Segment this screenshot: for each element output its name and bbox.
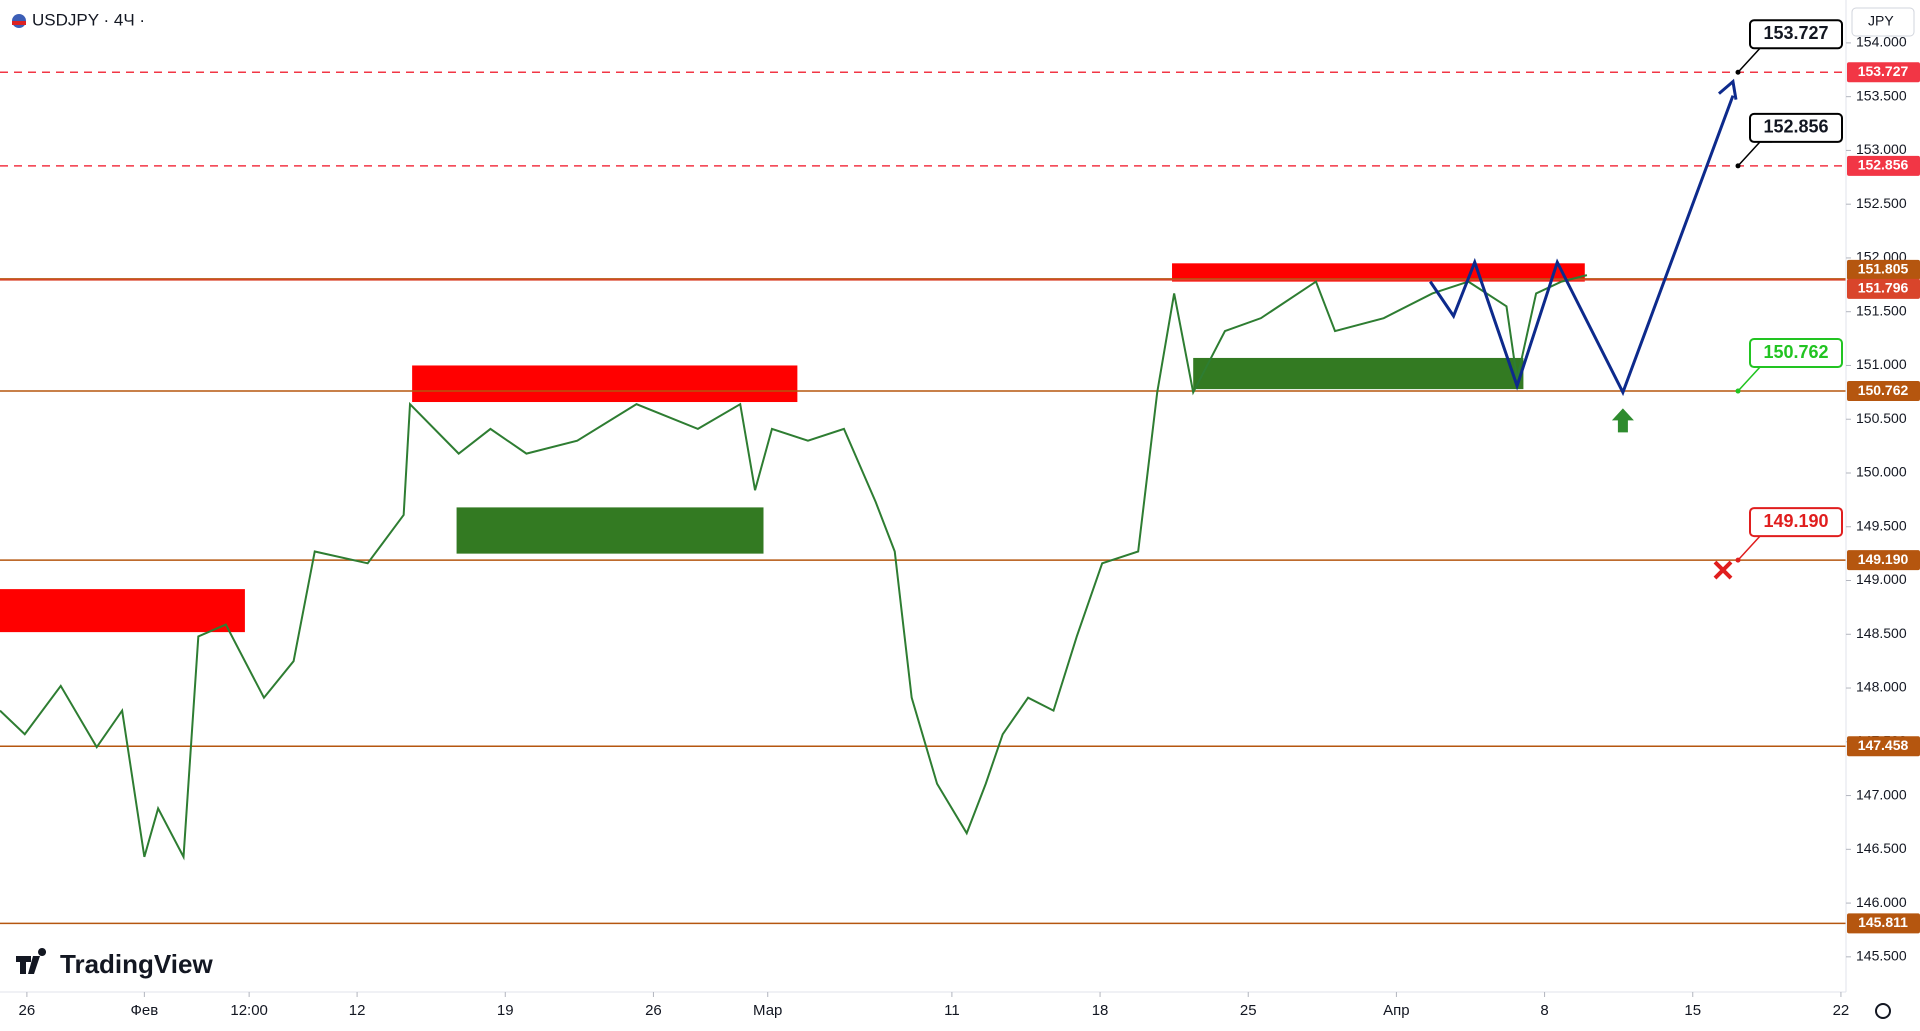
level-price-tag — [1847, 62, 1920, 83]
projection-path — [1429, 95, 1735, 397]
y-tick-label: 154.000 — [1856, 34, 1907, 50]
y-tick-label: 153.500 — [1856, 87, 1907, 103]
y-tick-label: 149.000 — [1856, 571, 1907, 587]
x-tick-label: 19 — [497, 1002, 514, 1019]
x-tick-label: 11 — [944, 1002, 960, 1019]
level-price-label: 150.762 — [1858, 382, 1909, 398]
x-tick-label: 25 — [1240, 1002, 1257, 1019]
symbol-title: USDJPY · 4Ч · — [32, 10, 145, 29]
level-price-tag — [1847, 278, 1920, 299]
x-tick-label: 22 — [1833, 1002, 1850, 1019]
x-tick-label: Апр — [1383, 1002, 1409, 1019]
level-price-label: 145.811 — [1858, 914, 1908, 930]
callout-label: 149.190 — [1763, 511, 1828, 531]
level-price-tag — [1847, 550, 1920, 571]
plot-area: 153.727 152.856 150.762 149.190 — [0, 19, 1846, 925]
zone — [1172, 263, 1585, 282]
y-tick-label: 150.000 — [1856, 464, 1907, 480]
level-price-tag — [1847, 155, 1920, 176]
callout-box — [1749, 112, 1843, 143]
x-tick-label: 26 — [645, 1002, 662, 1019]
currency-button[interactable] — [1851, 7, 1915, 37]
settings-icon[interactable] — [1875, 1003, 1891, 1019]
time-axis — [0, 992, 1920, 1031]
callout-label: 152.856 — [1763, 117, 1828, 137]
y-tick-label: 152.500 — [1856, 195, 1907, 211]
y-tick-label: 151.500 — [1856, 302, 1907, 318]
logo: TradingView — [16, 948, 213, 979]
level-price-tag — [1847, 736, 1920, 757]
level-price-label: 147.458 — [1858, 737, 1909, 753]
x-tick-label: 12:00 — [230, 1002, 268, 1019]
x-tick-label: 8 — [1540, 1002, 1548, 1019]
level-price-label: 152.856 — [1858, 157, 1909, 173]
flag-icon — [12, 21, 26, 25]
level-price-label: 149.190 — [1858, 551, 1909, 567]
level-price-tag — [1847, 381, 1920, 402]
price-line — [0, 274, 1588, 861]
callout-box — [1749, 338, 1843, 369]
x-tick-label: Фев — [131, 1002, 159, 1019]
y-tick-label: 146.500 — [1856, 840, 1907, 856]
callout-dot — [1735, 69, 1741, 75]
level-price-label: 151.796 — [1858, 280, 1909, 296]
callout-label: 153.727 — [1763, 23, 1828, 43]
callout-dot — [1735, 388, 1741, 394]
x-tick-label: Мар — [753, 1002, 782, 1019]
currency: JPY — [1868, 13, 1894, 29]
zone — [0, 589, 245, 633]
y-tick-label: 150.500 — [1856, 410, 1907, 426]
level-price-tag — [1847, 259, 1920, 280]
callout-box — [1749, 19, 1843, 50]
callout-dot — [1735, 163, 1741, 169]
projection-arrowhead — [1717, 78, 1738, 100]
callout-dot — [1735, 557, 1741, 563]
y-tick-label: 147.000 — [1856, 786, 1907, 802]
y-tick-label: 148.000 — [1856, 679, 1907, 695]
callout-box — [1749, 507, 1843, 538]
axes: 145.500146.000146.500147.000147.500148.0… — [19, 34, 1920, 1019]
x-tick-label: 26 — [19, 1002, 36, 1019]
y-tick-label: 149.500 — [1856, 517, 1907, 533]
level-price-label: 153.727 — [1858, 63, 1909, 79]
y-tick-label: 145.500 — [1856, 948, 1907, 964]
y-tick-label: 151.000 — [1856, 356, 1907, 372]
level-price-label: 151.805 — [1858, 261, 1909, 277]
logo-text: TradingView — [60, 949, 213, 979]
stop-cross — [1713, 560, 1733, 580]
logo-icon — [16, 948, 47, 974]
x-tick-label: 12 — [349, 1002, 366, 1019]
buy-arrow — [1611, 408, 1634, 433]
x-tick-label: 15 — [1684, 1002, 1701, 1019]
level-price-tag — [1847, 913, 1920, 934]
y-tick-label: 148.500 — [1856, 625, 1907, 641]
callout-label: 150.762 — [1763, 342, 1828, 362]
zone — [412, 365, 798, 403]
y-tick-label: 153.000 — [1856, 141, 1907, 157]
x-tick-label: 18 — [1092, 1002, 1109, 1019]
zone — [1193, 357, 1524, 390]
zone — [456, 507, 764, 554]
y-tick-label: 146.000 — [1856, 894, 1907, 910]
